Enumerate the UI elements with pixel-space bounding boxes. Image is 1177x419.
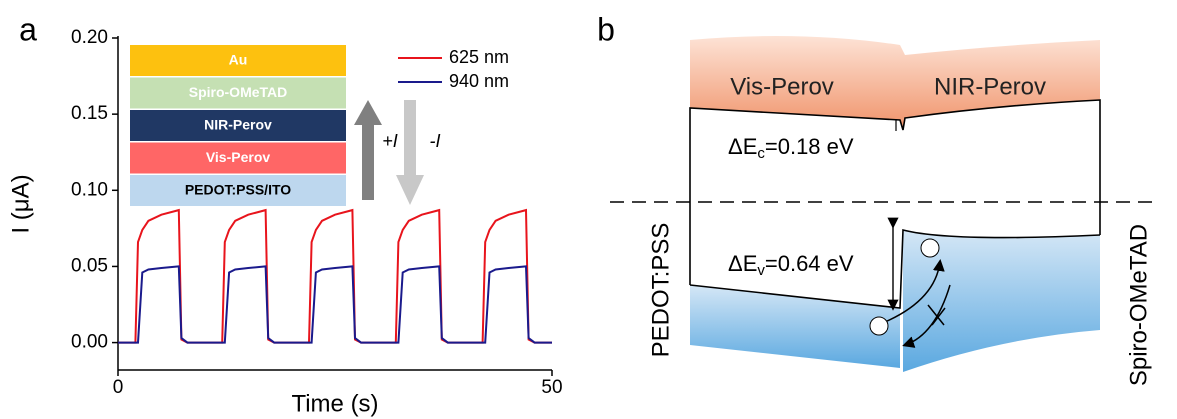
- hole: [920, 238, 940, 258]
- conduction-band: [690, 36, 1100, 130]
- offset-label: ΔEv=0.64 eV: [728, 251, 854, 279]
- legend-label: 940 nm: [449, 71, 509, 91]
- block-cross: [927, 304, 946, 326]
- y-tick-label: 0.05: [71, 255, 108, 276]
- subscript: c: [757, 145, 765, 162]
- y-tick-label: 0.10: [71, 179, 108, 200]
- value: =0.64 eV: [765, 251, 854, 276]
- y-axis-label: I (μA): [7, 174, 34, 233]
- arrow-label: +I: [382, 131, 398, 151]
- x-tick-label: 0: [113, 377, 124, 398]
- band-edge: [689, 99, 1101, 285]
- layer: [130, 175, 346, 206]
- y-tick-label: 0.00: [71, 332, 108, 353]
- legend-label: 625 nm: [449, 47, 509, 67]
- band-diagram: [610, 36, 1155, 372]
- layer-label: Spiro-OMeTAD: [189, 84, 288, 100]
- contact-label: PEDOT:PSS: [647, 223, 674, 358]
- x-tick-label: 50: [541, 377, 562, 398]
- band-edge: [689, 228, 1101, 309]
- symbol: ΔE: [728, 251, 757, 276]
- layer: [130, 45, 346, 76]
- layer: [130, 77, 346, 109]
- transfer-arrow: [884, 259, 945, 323]
- panel-label: b: [597, 11, 615, 47]
- valence-band: [690, 285, 900, 368]
- symbol: ΔE: [728, 134, 757, 159]
- value: =0.18 eV: [765, 134, 854, 159]
- contact-label: Spiro-OMeTAD: [1125, 224, 1152, 386]
- x-axis-label: Time (s): [291, 390, 378, 417]
- layer-label: Au: [229, 52, 248, 68]
- layer: [130, 142, 346, 174]
- line-series: [118, 265, 552, 344]
- offset-label: ΔEc=0.18 eV: [728, 134, 854, 162]
- valence-band: [903, 230, 1100, 372]
- arrow-up: [354, 100, 382, 200]
- layer-label: NIR-Perov: [204, 117, 272, 133]
- blocked-arrow: [902, 284, 951, 348]
- y-tick-label: 0.15: [71, 103, 108, 124]
- y-tick-label: 0.20: [71, 27, 108, 48]
- region-label: Vis-Perov: [730, 73, 834, 100]
- arrow-down: [396, 100, 424, 205]
- layer-label: Vis-Perov: [206, 149, 271, 165]
- layer: [130, 110, 346, 141]
- region-label: NIR-Perov: [934, 73, 1046, 100]
- arrow-label: -I: [430, 131, 441, 151]
- subscript: v: [757, 262, 765, 279]
- hole: [869, 316, 889, 336]
- panel-label: a: [19, 11, 37, 47]
- layer-label: PEDOT:PSS/ITO: [185, 182, 291, 198]
